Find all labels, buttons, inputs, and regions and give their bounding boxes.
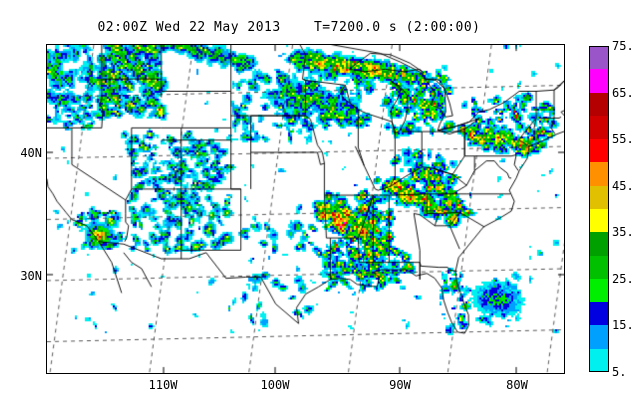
colorbar-tick-35: 35. [612, 225, 634, 240]
colorbar-band-25-30 [589, 255, 609, 279]
colorbar-tick-45: 45. [612, 178, 634, 193]
x-tick-label-110w: 110W [148, 378, 178, 392]
y-tick-label-30n: 30N [20, 269, 42, 283]
x-tick-label-80w: 80W [506, 378, 528, 392]
reflectivity-map-canvas [47, 45, 564, 373]
colorbar-band-20-25 [589, 278, 609, 303]
colorbar-tick-5: 5. [612, 365, 627, 379]
colorbar-tick-25: 25. [612, 271, 634, 286]
y-tick-label-40n: 40N [20, 146, 42, 160]
x-tick-label-90w: 90W [389, 378, 411, 392]
map-panel [46, 44, 565, 374]
colorbar-band-5-10 [589, 348, 609, 372]
colorbar-band-40-45 [589, 185, 609, 209]
colorbar-tick-65: 65. [612, 85, 634, 100]
colorbar-band-45-50 [589, 162, 609, 186]
colorbar-band-60-65 [589, 92, 609, 116]
colorbar-band-35-40 [589, 208, 609, 233]
colorbar-tick-15: 15. [612, 318, 634, 333]
colorbar [589, 46, 609, 372]
colorbar-band-55-60 [589, 115, 609, 140]
x-tick-label-100w: 100W [260, 378, 290, 392]
colorbar-tick-55: 55. [612, 132, 634, 147]
colorbar-band-65-70 [589, 69, 609, 93]
colorbar-tick-75: 75. [612, 39, 634, 53]
colorbar-band-15-20 [589, 302, 609, 326]
plot-title: 02:00Z Wed 22 May 2013 T=7200.0 s (2:00:… [97, 20, 481, 35]
colorbar-band-10-15 [589, 325, 609, 349]
colorbar-band-70-75 [589, 46, 609, 70]
colorbar-band-50-55 [589, 139, 609, 163]
colorbar-band-30-35 [589, 232, 609, 256]
